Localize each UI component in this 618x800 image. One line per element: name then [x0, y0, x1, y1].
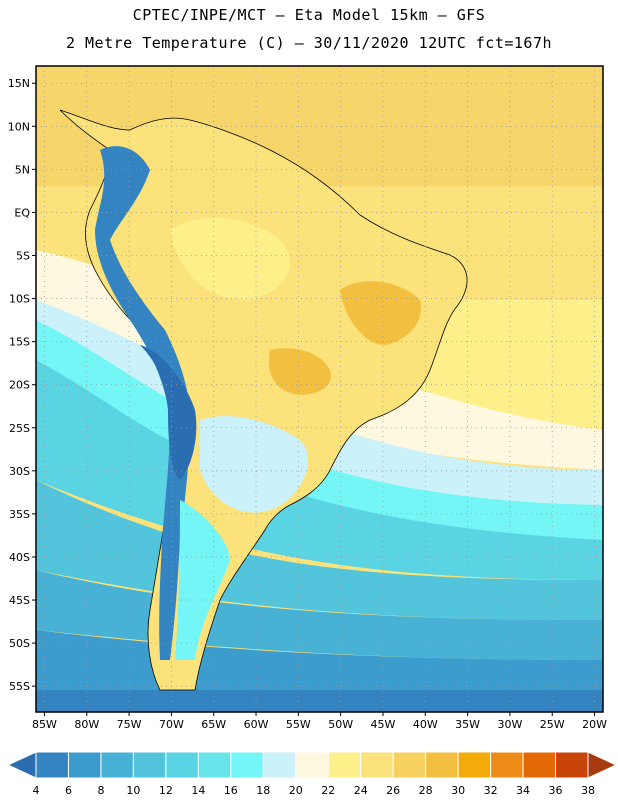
hot-region-center	[269, 348, 331, 395]
colorbar-label: 10	[126, 784, 140, 797]
lat-tick-label: 10N	[8, 120, 30, 133]
lon-tick-label: 85W	[32, 718, 57, 731]
lon-tick-label: 55W	[286, 718, 311, 731]
warm-region-amazon	[170, 217, 290, 300]
lon-tick-label: 60W	[244, 718, 269, 731]
lat-tick-label: 45S	[9, 594, 30, 607]
lat-tick-label: EQ	[14, 206, 30, 219]
hot-region-northeast	[340, 281, 421, 345]
lon-tick-label: 40W	[413, 718, 438, 731]
lat-tick-label: 15N	[8, 77, 30, 90]
colorbar-label: 20	[289, 784, 303, 797]
colorbar-label: 30	[451, 784, 465, 797]
andes-cold-band	[95, 146, 190, 660]
colorbar-label: 14	[191, 784, 205, 797]
lat-tick-label: 55S	[9, 680, 30, 693]
colorbar-labels: 4 6 8 10 12 14 16 18 20 22 24 26 28 30 32 34 36 38	[33, 784, 596, 797]
lon-tick-label: 25W	[540, 718, 565, 731]
colorbar-label: 18	[256, 784, 270, 797]
patagonia-cool	[175, 500, 230, 660]
lat-tick-label: 5S	[16, 249, 30, 262]
lat-tick-label: 25S	[9, 422, 30, 435]
ocean-band-6	[36, 690, 603, 712]
colorbar-label: 8	[97, 784, 104, 797]
lat-tick-label: 20S	[9, 379, 30, 392]
colorbar-label: 24	[354, 784, 368, 797]
lon-ticks: 85W 80W 75W 70W 65W 60W 55W 50W 45W 40W 35W 30W 25W 2…	[32, 712, 607, 731]
colorbar-label: 28	[419, 784, 433, 797]
lon-tick-label: 35W	[455, 718, 480, 731]
lon-tick-label: 70W	[159, 718, 184, 731]
lat-tick-label: 10S	[9, 293, 30, 306]
colorbar-label: 32	[484, 784, 498, 797]
lat-tick-label: 40S	[9, 551, 30, 564]
colorbar-label: 12	[159, 784, 173, 797]
chart-title-line1: CPTEC/INPE/MCT – Eta Model 15km – GFS	[132, 6, 486, 24]
lat-tick-label: 15S	[9, 336, 30, 349]
colorbar-label: 36	[549, 784, 563, 797]
lat-tick-label: 50S	[9, 637, 30, 650]
lon-tick-label: 20W	[582, 718, 607, 731]
colorbar-label: 26	[386, 784, 400, 797]
lat-tick-label: 5N	[15, 163, 30, 176]
colorbar-label: 38	[581, 784, 595, 797]
temperature-map: 15N 10N 5N EQ 5S 10S 15S 20S 25S 30S 35S 40S 45S 50S 5…	[8, 65, 607, 731]
lon-tick-label: 80W	[74, 718, 99, 731]
cool-region-south	[200, 416, 309, 513]
colorbar-label: 16	[224, 784, 238, 797]
andes-highland	[140, 345, 197, 480]
colorbar-label: 34	[516, 784, 530, 797]
lon-tick-label: 75W	[117, 718, 142, 731]
chart-title-line2: 2 Metre Temperature (C) – 30/11/2020 12U…	[65, 34, 553, 52]
lon-tick-label: 50W	[328, 718, 353, 731]
lon-tick-label: 30W	[497, 718, 522, 731]
lat-ticks: 15N 10N 5N EQ 5S 10S 15S 20S 25S 30S 35S 40S 45S 50S 5…	[8, 77, 36, 693]
lat-tick-label: 35S	[9, 508, 30, 521]
colorbar-label: 22	[321, 784, 335, 797]
lon-tick-label: 45W	[371, 718, 396, 731]
map-frame	[35, 65, 604, 713]
colorbar-label: 4	[33, 784, 40, 797]
lon-tick-label: 65W	[201, 718, 226, 731]
colorbar-label: 6	[65, 784, 72, 797]
lat-tick-label: 30S	[9, 465, 30, 478]
